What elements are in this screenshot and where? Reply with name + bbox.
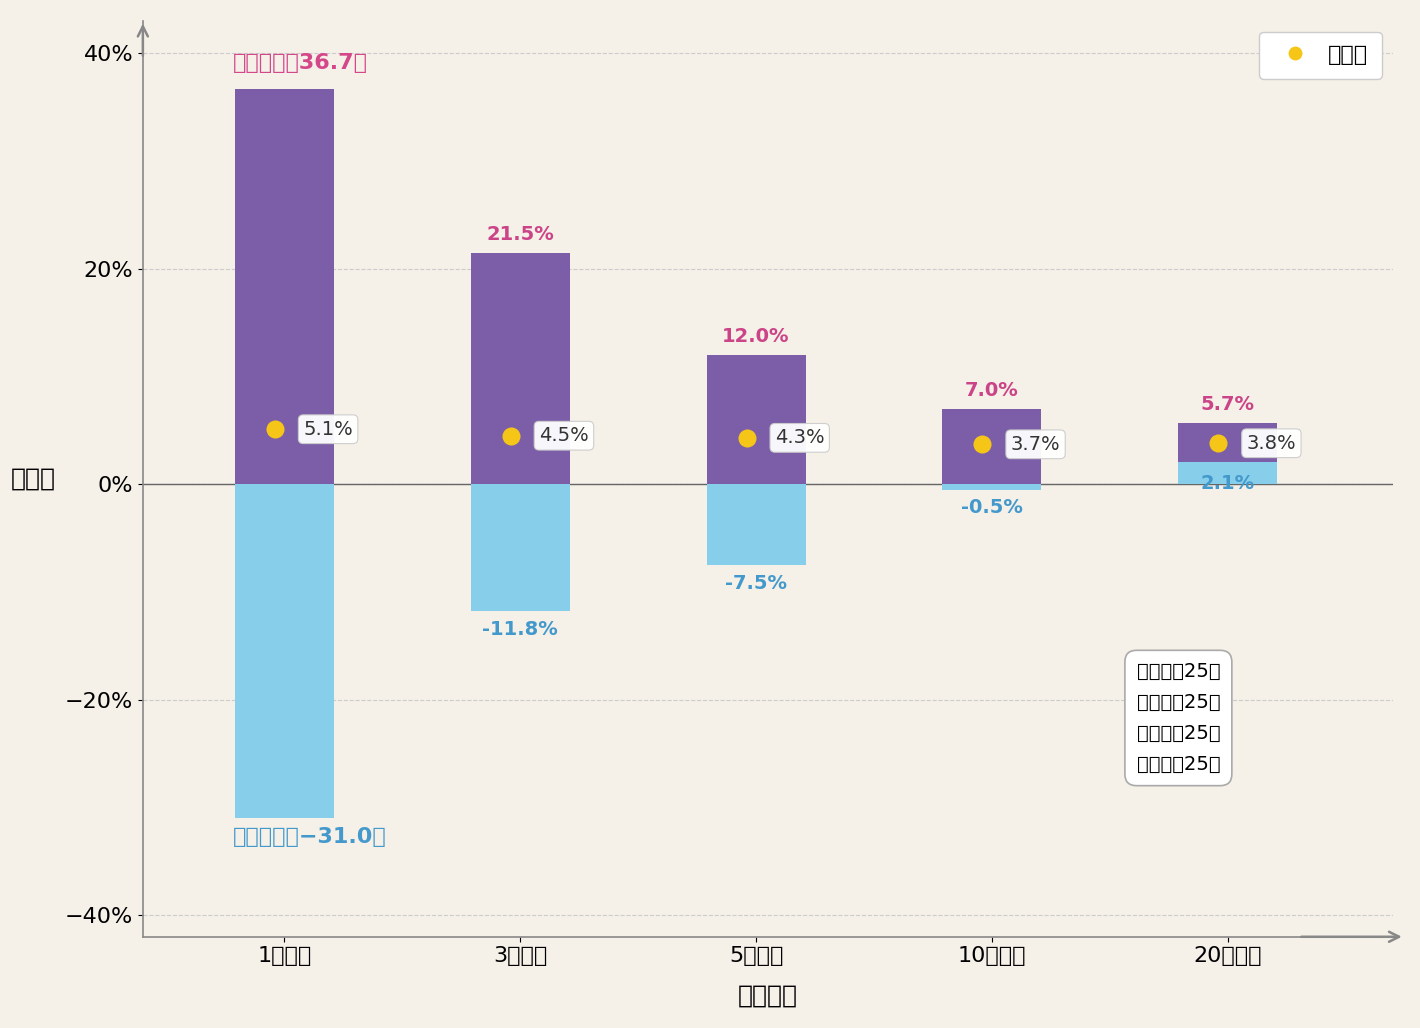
- Bar: [707, 355, 805, 484]
- Text: -0.5%: -0.5%: [961, 499, 1022, 517]
- Bar: [707, 484, 805, 565]
- Text: 21.5%: 21.5%: [486, 225, 554, 244]
- Text: -7.5%: -7.5%: [726, 574, 787, 592]
- Text: 7.0%: 7.0%: [966, 381, 1018, 400]
- Text: 12.0%: 12.0%: [723, 327, 790, 346]
- Text: 【最小値】−31.0％: 【最小値】−31.0％: [233, 827, 386, 847]
- Text: -11.8%: -11.8%: [483, 620, 558, 639]
- Bar: [234, 484, 334, 818]
- X-axis label: 保有期間: 保有期間: [738, 983, 798, 1007]
- Bar: [234, 88, 334, 484]
- Text: 国内株式25％
外国株式25％
国内債券25％
外国債券25％: 国内株式25％ 外国株式25％ 国内債券25％ 外国債券25％: [1136, 662, 1220, 774]
- Y-axis label: 収益率: 収益率: [10, 467, 55, 490]
- Text: 3.7%: 3.7%: [1011, 435, 1061, 453]
- Bar: [470, 253, 569, 484]
- Bar: [1179, 462, 1277, 484]
- Text: 4.5%: 4.5%: [540, 427, 589, 445]
- Text: 5.7%: 5.7%: [1201, 395, 1255, 414]
- Bar: [943, 409, 1041, 484]
- Text: 3.8%: 3.8%: [1247, 434, 1296, 452]
- Bar: [1179, 423, 1277, 484]
- Legend: 平均値: 平均値: [1260, 32, 1382, 78]
- Bar: [943, 484, 1041, 489]
- Text: 5.1%: 5.1%: [304, 419, 354, 439]
- Text: 【最大値】36.7％: 【最大値】36.7％: [233, 52, 368, 73]
- Text: 2.1%: 2.1%: [1201, 475, 1255, 493]
- Text: 4.3%: 4.3%: [775, 429, 825, 447]
- Bar: [470, 484, 569, 612]
